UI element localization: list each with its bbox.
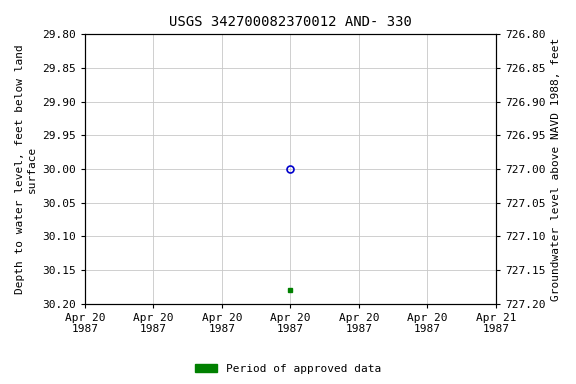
Title: USGS 342700082370012 AND- 330: USGS 342700082370012 AND- 330 <box>169 15 412 29</box>
Y-axis label: Depth to water level, feet below land
surface: Depth to water level, feet below land su… <box>15 44 37 294</box>
Y-axis label: Groundwater level above NAVD 1988, feet: Groundwater level above NAVD 1988, feet <box>551 38 561 301</box>
Legend: Period of approved data: Period of approved data <box>191 359 385 379</box>
